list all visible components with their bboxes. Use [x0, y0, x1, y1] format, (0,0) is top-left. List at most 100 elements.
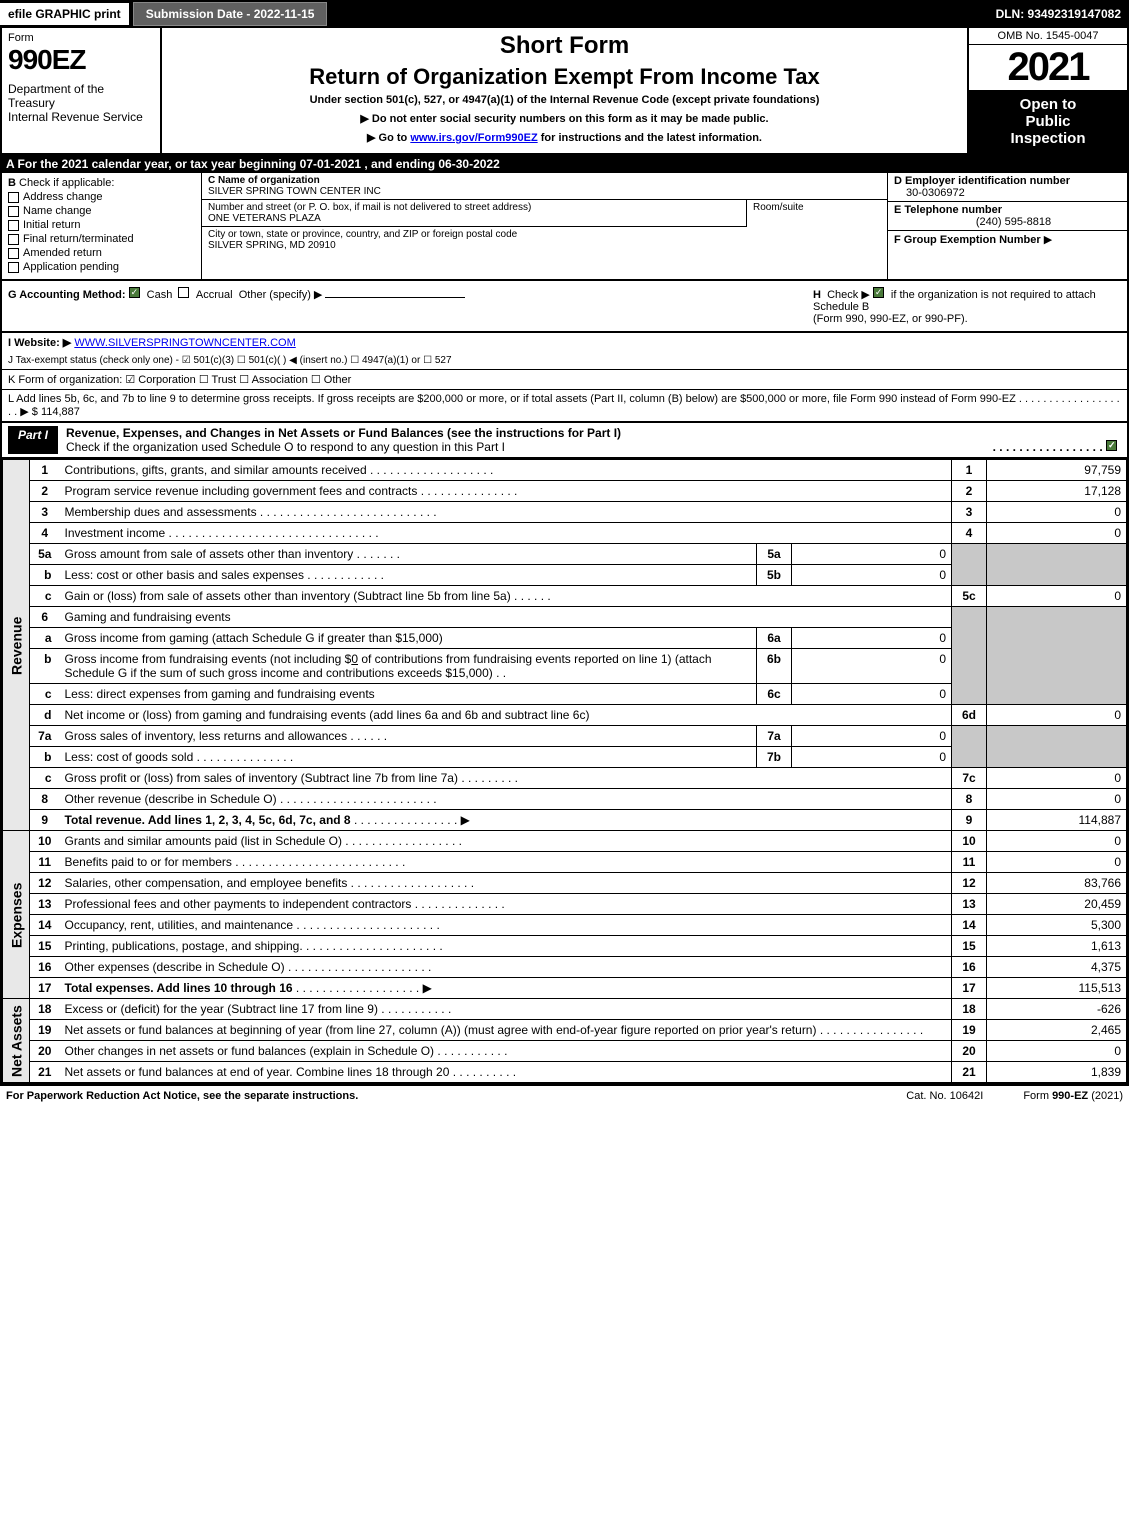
cb-schedule-b[interactable]	[873, 287, 884, 298]
line-j: J Tax-exempt status (check only one) - ☑…	[0, 352, 1129, 369]
ln-7c-val: 0	[987, 768, 1127, 789]
ln-2-val: 17,128	[987, 481, 1127, 502]
cb-initial-return[interactable]	[8, 220, 19, 231]
ln-6d-val: 0	[987, 705, 1127, 726]
ln-5c-val: 0	[987, 586, 1127, 607]
cb-amended-return[interactable]	[8, 248, 19, 259]
open-public-inspection: Open to Public Inspection	[969, 90, 1127, 153]
ln-6-desc: Gaming and fundraising events	[60, 607, 952, 628]
line-l: L Add lines 5b, 6c, and 7b to line 9 to …	[0, 389, 1129, 423]
c-name-label: C Name of organization	[208, 175, 320, 186]
ln-13-no: 13	[30, 894, 60, 915]
f-group-label: F Group Exemption Number	[894, 234, 1041, 246]
footer-cat-no: Cat. No. 10642I	[866, 1090, 1023, 1102]
ln-4-val: 0	[987, 523, 1127, 544]
ln-19-val: 2,465	[987, 1020, 1127, 1041]
ln-6c-no: c	[30, 684, 60, 705]
form-word: Form	[8, 32, 154, 44]
header-middle: Short Form Return of Organization Exempt…	[162, 28, 967, 153]
form-header: Form 990EZ Department of the Treasury In…	[0, 28, 1129, 155]
lbl-amended-return: Amended return	[23, 247, 102, 259]
ln-1-rn: 1	[952, 460, 987, 481]
net-assets-vertical-label: Net Assets	[3, 999, 30, 1083]
ln-3-no: 3	[30, 502, 60, 523]
ln-10-no: 10	[30, 831, 60, 852]
ln-8-no: 8	[30, 789, 60, 810]
ln-7c-rn: 7c	[952, 768, 987, 789]
goto-post: for instructions and the latest informat…	[538, 132, 762, 144]
ln-6c-sn: 6c	[757, 684, 792, 705]
lbl-address-change: Address change	[23, 191, 103, 203]
ln-2-rn: 2	[952, 481, 987, 502]
ln-12-rn: 12	[952, 873, 987, 894]
ln-5b-desc: Less: cost or other basis and sales expe…	[65, 568, 304, 582]
submission-date: Submission Date - 2022-11-15	[133, 2, 328, 26]
ln-16-rn: 16	[952, 957, 987, 978]
ln-11-no: 11	[30, 852, 60, 873]
ln-11-val: 0	[987, 852, 1127, 873]
goto-line: ▶ Go to www.irs.gov/Form990EZ for instru…	[170, 131, 959, 144]
tax-year: 2021	[969, 45, 1127, 90]
lbl-final-return: Final return/terminated	[23, 233, 134, 245]
lbl-accrual: Accrual	[196, 289, 233, 301]
cb-address-change[interactable]	[8, 192, 19, 203]
ln-19-desc: Net assets or fund balances at beginning…	[65, 1023, 817, 1037]
ln-10-val: 0	[987, 831, 1127, 852]
ln-15-desc: Printing, publications, postage, and shi…	[65, 939, 303, 953]
ln-21-val: 1,839	[987, 1062, 1127, 1083]
dln-number: DLN: 93492319147082	[996, 7, 1129, 21]
city-value: SILVER SPRING, MD 20910	[208, 240, 336, 251]
ln-9-desc: Total revenue. Add lines 1, 2, 3, 4, 5c,…	[65, 813, 351, 827]
ln-7b-sn: 7b	[757, 747, 792, 768]
dept-treasury: Department of the Treasury	[8, 82, 154, 110]
ln-7a-desc: Gross sales of inventory, less returns a…	[65, 729, 348, 743]
ln-6-no: 6	[30, 607, 60, 628]
cb-name-change[interactable]	[8, 206, 19, 217]
ln-5c-no: c	[30, 586, 60, 607]
ln-7c-desc: Gross profit or (loss) from sales of inv…	[65, 771, 458, 785]
cb-cash[interactable]	[129, 287, 140, 298]
ln-1-desc: Contributions, gifts, grants, and simila…	[65, 463, 367, 477]
ln-18-rn: 18	[952, 999, 987, 1020]
ln-14-val: 5,300	[987, 915, 1127, 936]
phone-value: (240) 595-8818	[894, 216, 1121, 228]
line-l-arrow: ▶ $	[20, 406, 38, 418]
part-i-title: Revenue, Expenses, and Changes in Net As…	[66, 426, 621, 440]
ln-18-val: -626	[987, 999, 1127, 1020]
lbl-initial-return: Initial return	[23, 219, 80, 231]
website-link[interactable]: WWW.SILVERSPRINGTOWNCENTER.COM	[74, 337, 295, 349]
ln-7b-desc: Less: cost of goods sold	[65, 750, 194, 764]
goto-pre: ▶ Go to	[367, 132, 410, 144]
irs-label: Internal Revenue Service	[8, 110, 154, 124]
cb-accrual[interactable]	[178, 287, 189, 298]
efile-print-label[interactable]: efile GRAPHIC print	[0, 3, 129, 25]
g-label: G Accounting Method:	[8, 289, 126, 301]
ln-16-val: 4,375	[987, 957, 1127, 978]
ln-21-no: 21	[30, 1062, 60, 1083]
lbl-application-pending: Application pending	[23, 261, 119, 273]
ln-5b-sv: 0	[792, 565, 952, 586]
cb-final-return[interactable]	[8, 234, 19, 245]
cb-schedule-o[interactable]	[1106, 440, 1117, 451]
lbl-other-specify: Other (specify) ▶	[239, 289, 323, 301]
ln-21-desc: Net assets or fund balances at end of ye…	[65, 1065, 450, 1079]
part-i-table: Revenue 1 Contributions, gifts, grants, …	[0, 459, 1129, 1085]
ln-4-no: 4	[30, 523, 60, 544]
g-accounting: G Accounting Method: Cash Accrual Other …	[2, 281, 807, 331]
ln-17-val: 115,513	[987, 978, 1127, 999]
ln-14-no: 14	[30, 915, 60, 936]
ln-21-rn: 21	[952, 1062, 987, 1083]
e-phone-label: E Telephone number	[894, 204, 1002, 216]
omb-number: OMB No. 1545-0047	[969, 28, 1127, 45]
ln-12-val: 83,766	[987, 873, 1127, 894]
ln-18-desc: Excess or (deficit) for the year (Subtra…	[65, 1002, 378, 1016]
cb-application-pending[interactable]	[8, 262, 19, 273]
header-right: OMB No. 1545-0047 2021 Open to Public In…	[967, 28, 1127, 153]
ln-2-desc: Program service revenue including govern…	[65, 484, 418, 498]
line-l-text: L Add lines 5b, 6c, and 7b to line 9 to …	[8, 393, 1016, 405]
ln-3-val: 0	[987, 502, 1127, 523]
irs-link[interactable]: www.irs.gov/Form990EZ	[410, 132, 537, 144]
ln-17-no: 17	[30, 978, 60, 999]
f-arrow: ▶	[1044, 234, 1052, 246]
ln-8-val: 0	[987, 789, 1127, 810]
